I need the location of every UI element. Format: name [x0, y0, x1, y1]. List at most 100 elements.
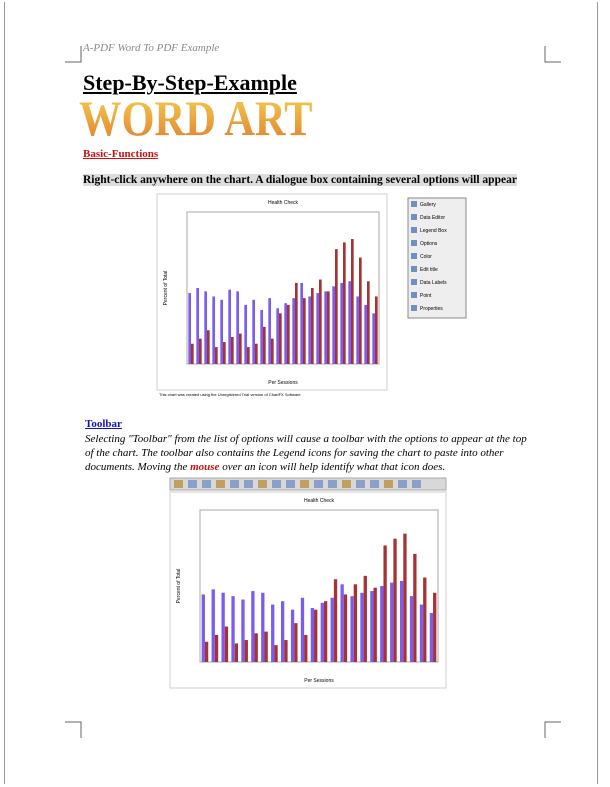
bar	[281, 601, 284, 662]
toolbar-icon	[258, 480, 267, 488]
toolbar-icon	[370, 480, 379, 488]
bar	[263, 327, 266, 364]
bar	[359, 258, 362, 364]
figure: Health CheckPercent of TotalPer Sessions…	[151, 190, 481, 405]
axis-label: Percent of Total	[163, 271, 169, 306]
bar	[199, 339, 202, 364]
bar	[364, 576, 367, 662]
bar	[324, 291, 327, 364]
bar	[268, 298, 271, 364]
bar	[271, 339, 274, 364]
bar	[344, 594, 347, 662]
bar	[188, 293, 191, 364]
bar	[308, 296, 311, 364]
toolbar-icon	[384, 480, 393, 488]
bar	[319, 280, 322, 364]
bar	[360, 593, 363, 662]
document: A-PDF Word To PDF Example Step-By-Step-E…	[4, 2, 598, 784]
bar	[372, 313, 375, 364]
bar	[264, 632, 267, 662]
bar	[356, 296, 359, 364]
bar	[245, 640, 248, 662]
page: A-PDF Word To PDF Example Step-By-Step-E…	[0, 0, 610, 787]
toolbar-icon	[230, 480, 239, 488]
menu-icon	[411, 305, 417, 311]
bar	[291, 610, 294, 662]
bar	[292, 298, 295, 364]
menu-icon	[411, 214, 417, 220]
bar	[374, 588, 377, 662]
chart-title: Health Check	[304, 498, 335, 504]
bar	[261, 593, 264, 662]
axis-label: Per Sessions	[304, 678, 334, 684]
menu-item: Data Editor	[420, 215, 445, 221]
menu-item: Properties	[420, 306, 443, 312]
bar	[251, 591, 254, 662]
bar	[413, 554, 416, 662]
bar	[295, 283, 298, 364]
bar	[294, 623, 297, 662]
bar	[375, 296, 378, 364]
bar	[279, 313, 282, 364]
toolbar-icon	[188, 480, 197, 488]
bar	[284, 640, 287, 662]
menu-icon	[411, 201, 417, 207]
bar	[343, 242, 346, 364]
bar	[351, 239, 354, 364]
bar	[202, 594, 205, 662]
bar	[204, 291, 207, 364]
bar	[390, 583, 393, 662]
bar	[212, 589, 215, 662]
toolbar-icon	[174, 480, 183, 488]
bar	[400, 581, 403, 662]
bar	[271, 605, 274, 662]
axis-label: Per Sessions	[268, 380, 298, 386]
bar	[311, 288, 314, 364]
bar	[332, 286, 335, 364]
bar	[364, 305, 367, 364]
bar	[311, 608, 314, 662]
menu-icon	[411, 279, 417, 285]
bar	[367, 281, 370, 364]
toolbar-icon	[342, 480, 351, 488]
bar	[196, 288, 199, 364]
bar	[239, 334, 242, 364]
toolbar-icon	[202, 480, 211, 488]
bar	[207, 330, 210, 364]
bar	[300, 283, 303, 364]
menu-item: Data Labels	[420, 280, 447, 286]
toolbar-icon	[356, 480, 365, 488]
bar	[327, 291, 330, 364]
bar	[247, 347, 250, 364]
bar	[350, 596, 353, 662]
bar	[340, 584, 343, 662]
bar	[225, 627, 228, 662]
bar	[393, 539, 396, 662]
bar	[403, 534, 406, 662]
menu-icon	[411, 266, 417, 272]
toolbar-icon	[328, 480, 337, 488]
bar	[223, 342, 226, 364]
bar	[287, 305, 290, 364]
menu-icon	[411, 240, 417, 246]
bar	[430, 613, 433, 662]
axis-label: Percent of Total	[176, 569, 182, 604]
menu-icon	[411, 292, 417, 298]
bar	[205, 642, 208, 662]
bar	[303, 298, 306, 364]
bar	[212, 296, 215, 364]
menu-item: Options	[420, 241, 438, 247]
bar	[410, 596, 413, 662]
bar	[304, 635, 307, 662]
bar	[284, 303, 287, 364]
bar	[244, 305, 247, 364]
bar	[370, 591, 373, 662]
bar	[231, 337, 234, 364]
bar	[215, 347, 218, 364]
bar	[348, 281, 351, 364]
menu-icon	[411, 253, 417, 259]
bar	[221, 593, 224, 662]
bar	[241, 600, 244, 662]
bar	[340, 283, 343, 364]
bar	[220, 300, 223, 364]
